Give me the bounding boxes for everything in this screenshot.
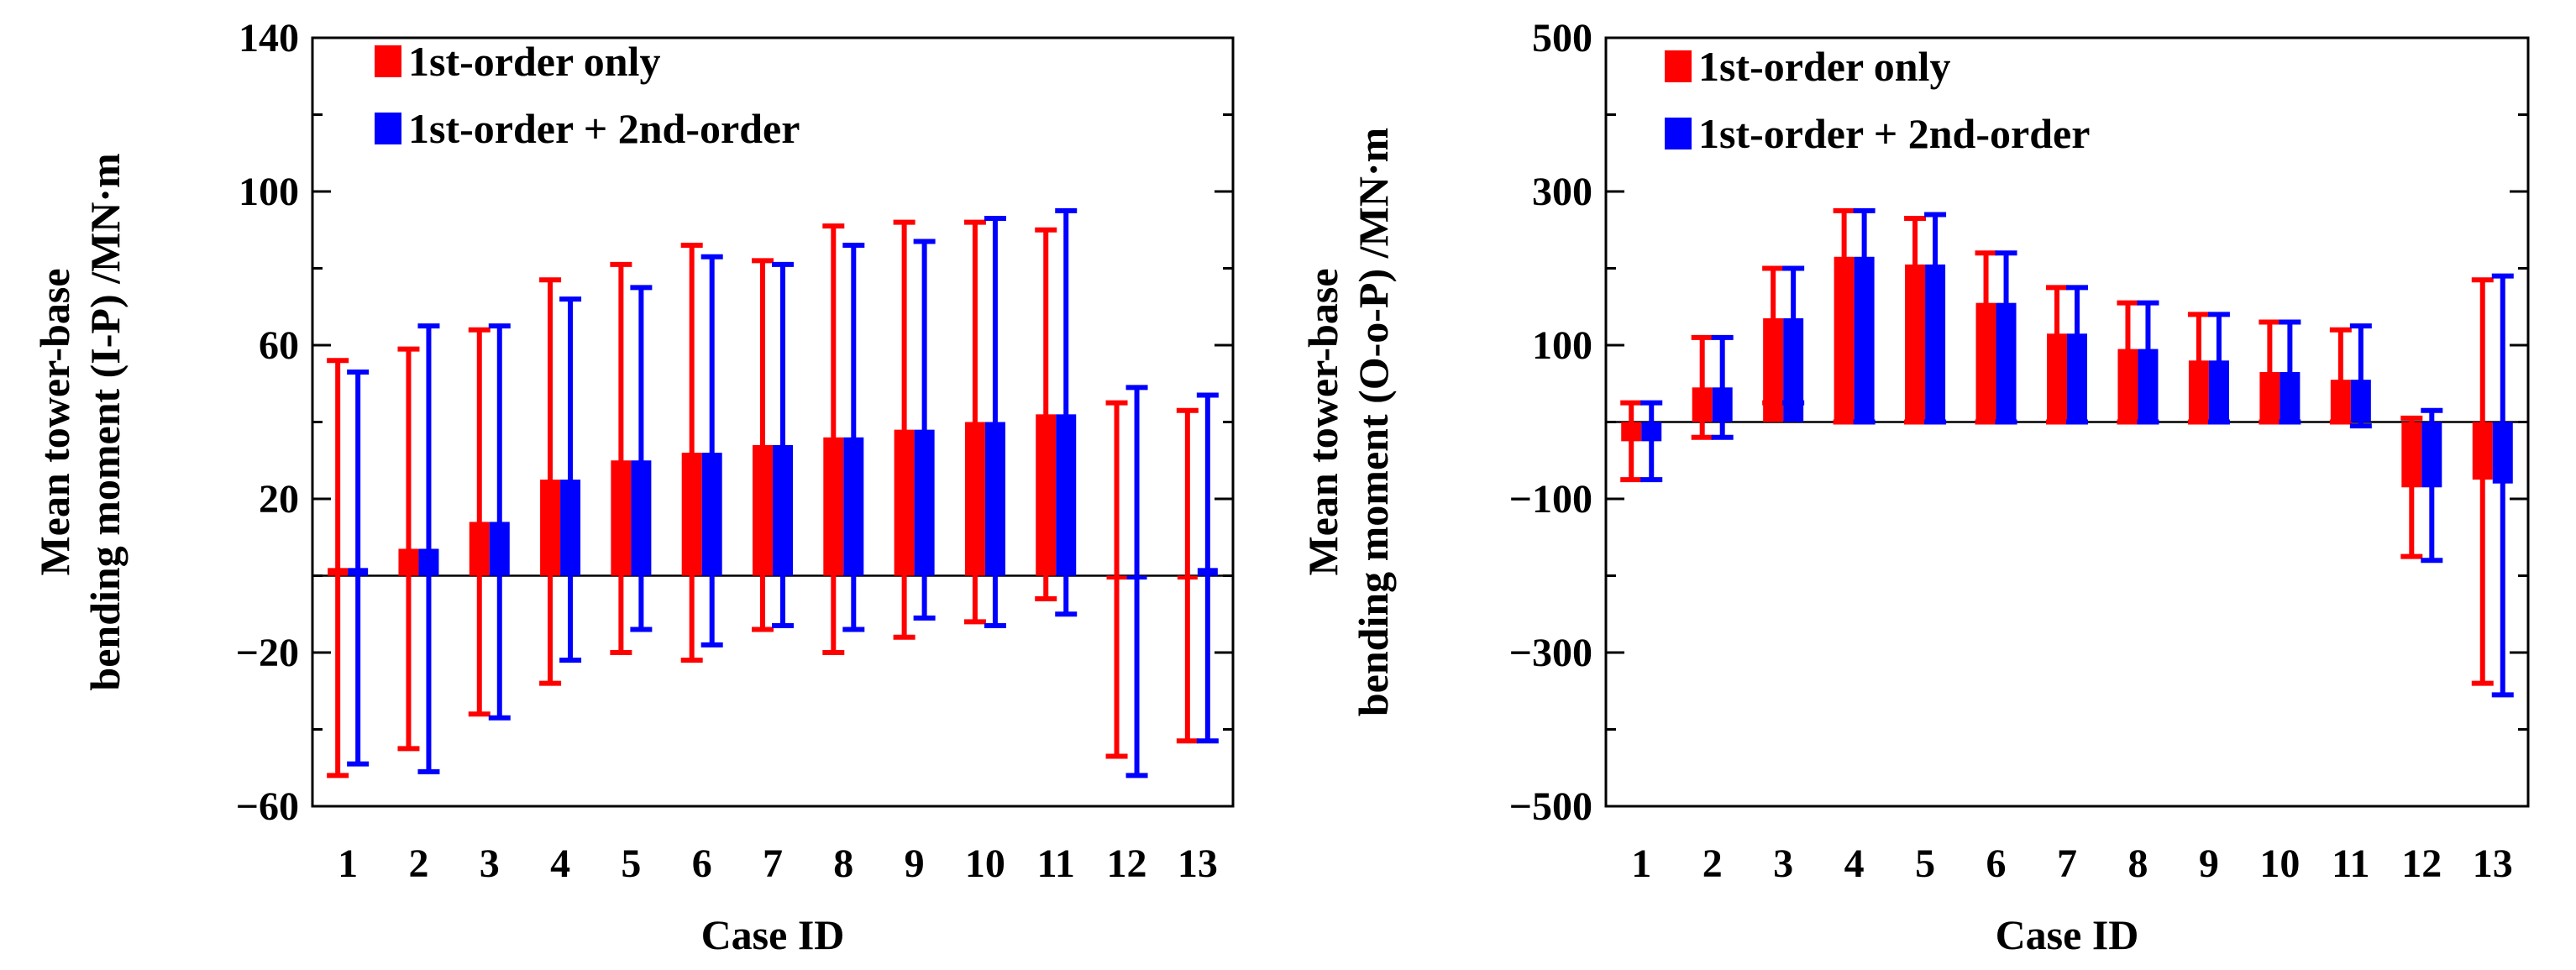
- y-axis-title-line2: bending moment (I-P) /MN·m: [81, 153, 129, 690]
- x-tick-label: 7: [2057, 842, 2077, 886]
- series-first-order: [327, 219, 1199, 779]
- y-tick-label: −60: [236, 784, 299, 829]
- legend-swatch: [1665, 118, 1692, 149]
- x-tick-label: 12: [1107, 842, 1147, 886]
- y-tick-label: 20: [259, 477, 299, 522]
- legend-swatch: [1665, 50, 1692, 82]
- x-tick-label: 4: [1844, 842, 1865, 886]
- x-tick-label: 5: [621, 842, 641, 886]
- x-tick-label: 10: [2259, 842, 2300, 886]
- y-axis-title-line1: Mean tower-base: [1299, 268, 1346, 575]
- y-axis-title-line2: bending moment (O-o-P) /MN·m: [1350, 128, 1397, 716]
- x-tick-label: 1: [1631, 842, 1651, 886]
- x-tick-label: 3: [1773, 842, 1793, 886]
- y-tick-label: 100: [239, 170, 299, 214]
- x-tick-label: 6: [692, 842, 712, 886]
- x-tick-label: 2: [408, 842, 428, 886]
- y-tick-label: −20: [236, 631, 299, 675]
- x-tick-label: 9: [905, 842, 925, 886]
- x-tick-label: 1: [338, 842, 358, 886]
- x-tick-label: 13: [2473, 842, 2513, 886]
- y-tick-label: 300: [1532, 170, 1592, 214]
- legend-swatch: [375, 45, 401, 77]
- x-tick-label: 8: [833, 842, 853, 886]
- legend-swatch: [375, 113, 401, 144]
- x-tick-label: 4: [550, 842, 570, 886]
- x-tick-label: 8: [2127, 842, 2148, 886]
- x-tick-label: 2: [1702, 842, 1723, 886]
- x-tick-label: 6: [1986, 842, 2007, 886]
- y-tick-label: −300: [1509, 631, 1592, 675]
- x-tick-label: 5: [1915, 842, 1935, 886]
- x-tick-label: 13: [1178, 842, 1218, 886]
- series-first-plus-second-order: [1640, 207, 2514, 698]
- x-axis-title: Case ID: [701, 911, 845, 958]
- legend-label: 1st-order + 2nd-order: [1698, 110, 2090, 157]
- y-tick-label: 500: [1532, 16, 1592, 60]
- plot-frame: [1604, 36, 2530, 808]
- legend-label: 1st-order only: [1698, 43, 1950, 90]
- y-tick-label: −500: [1509, 784, 1592, 829]
- y-tick-label: 140: [239, 16, 299, 60]
- x-tick-label: 7: [763, 842, 783, 886]
- x-tick-label: 9: [2199, 842, 2219, 886]
- y-axis-title-line1: Mean tower-base: [31, 268, 78, 575]
- x-tick-label: 3: [480, 842, 500, 886]
- legend-label: 1st-order only: [408, 38, 660, 85]
- legend-label: 1st-order + 2nd-order: [408, 105, 800, 152]
- series-first-plus-second-order: [347, 207, 1219, 779]
- legend: 1st-order only 1st-order + 2nd-order: [375, 38, 800, 152]
- legend: 1st-order only 1st-order + 2nd-order: [1665, 43, 2090, 157]
- plot-frame: [311, 36, 1235, 808]
- y-tick-label: −100: [1509, 477, 1592, 522]
- x-tick-label: 11: [1037, 842, 1075, 886]
- series-first-order: [1620, 207, 2494, 686]
- y-tick-label: 100: [1532, 323, 1592, 368]
- x-axis-title: Case ID: [1996, 911, 2139, 958]
- x-tick-label: 10: [965, 842, 1005, 886]
- y-tick-label: 60: [259, 323, 299, 368]
- x-tick-label: 12: [2401, 842, 2442, 886]
- x-tick-label: 11: [2332, 842, 2369, 886]
